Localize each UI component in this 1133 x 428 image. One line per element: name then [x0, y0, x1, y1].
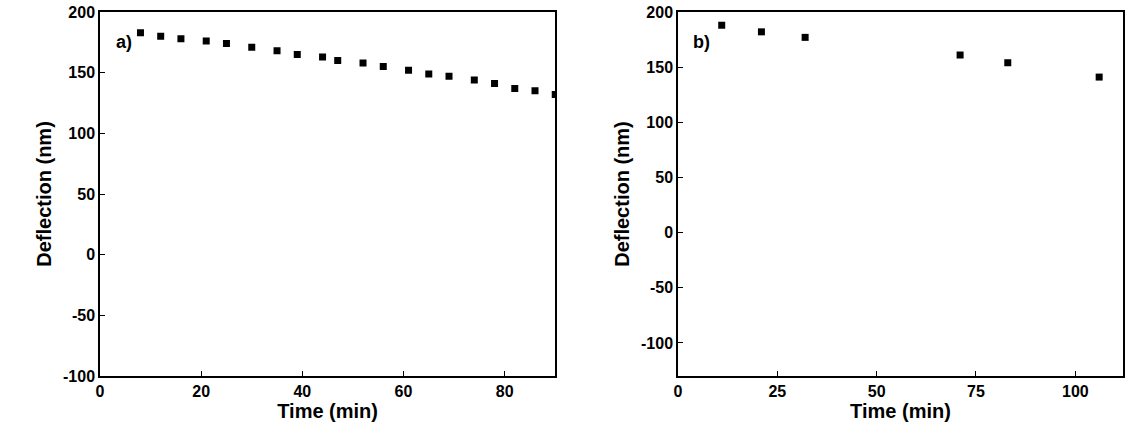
svg-text:100: 100	[68, 125, 95, 142]
svg-text:0: 0	[664, 224, 673, 241]
svg-text:0: 0	[96, 383, 105, 400]
svg-text:b): b)	[693, 32, 710, 52]
svg-text:a): a)	[116, 32, 132, 52]
svg-text:Time (min): Time (min)	[850, 400, 951, 422]
svg-text:50: 50	[655, 169, 673, 186]
svg-text:50: 50	[868, 383, 886, 400]
svg-text:0: 0	[674, 383, 683, 400]
svg-text:100: 100	[646, 114, 673, 131]
svg-text:20: 20	[192, 383, 210, 400]
svg-text:100: 100	[1062, 383, 1089, 400]
svg-text:200: 200	[646, 4, 673, 21]
svg-text:40: 40	[293, 383, 311, 400]
svg-text:150: 150	[646, 59, 673, 76]
svg-text:50: 50	[77, 186, 95, 203]
svg-text:25: 25	[768, 383, 786, 400]
svg-text:-50: -50	[72, 307, 95, 324]
svg-text:200: 200	[68, 4, 95, 21]
svg-text:Deflection (nm): Deflection (nm)	[611, 121, 633, 267]
svg-text:150: 150	[68, 64, 95, 81]
svg-text:-100: -100	[641, 335, 673, 352]
svg-text:Deflection (nm): Deflection (nm)	[33, 121, 55, 267]
svg-text:75: 75	[967, 383, 985, 400]
svg-text:-100: -100	[63, 368, 95, 385]
svg-text:-50: -50	[650, 279, 673, 296]
svg-text:Time (min): Time (min)	[277, 400, 378, 422]
svg-text:0: 0	[86, 246, 95, 263]
svg-text:60: 60	[395, 383, 413, 400]
svg-text:80: 80	[496, 383, 514, 400]
